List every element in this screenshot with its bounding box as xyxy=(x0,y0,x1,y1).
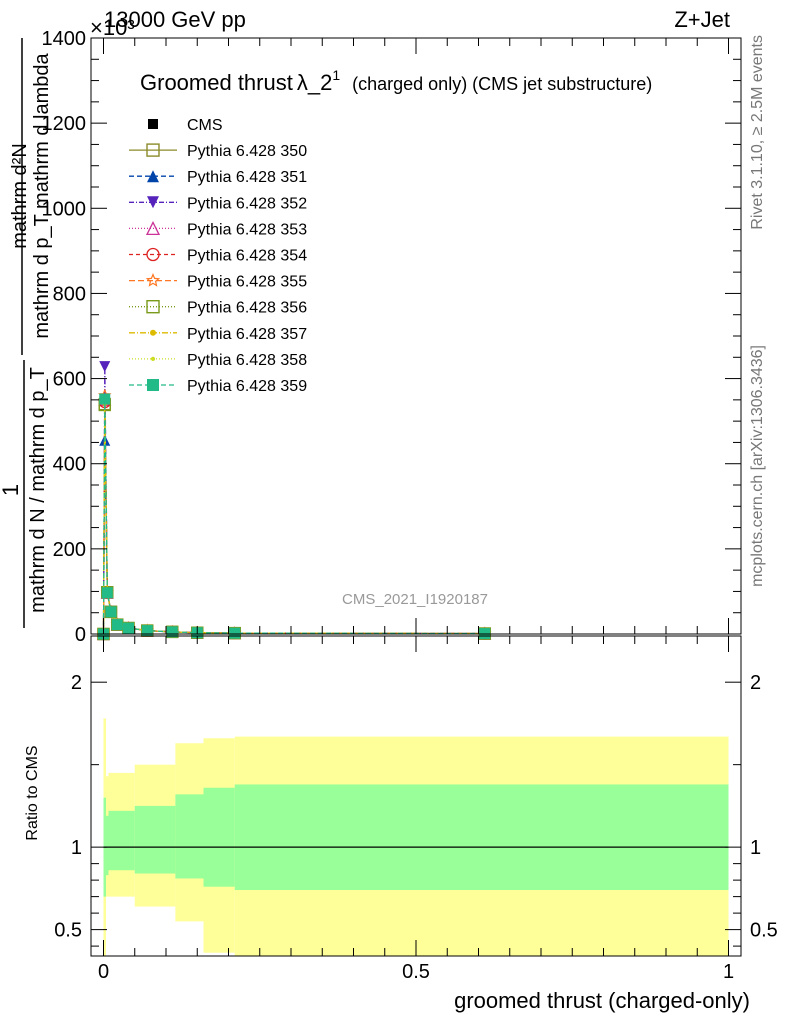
ratio-plot-marks xyxy=(103,718,729,956)
legend-marker xyxy=(147,379,159,391)
ratio-band-inner-bin xyxy=(108,810,135,871)
watermark: CMS_2021_I1920187 xyxy=(342,591,488,608)
ratio-band-inner-bin xyxy=(234,784,729,891)
series-10-point xyxy=(101,587,113,599)
legend-entry-5: Pythia 6.428 354 xyxy=(129,248,307,265)
legend-label: Pythia 6.428 352 xyxy=(187,195,307,212)
ratio-y-tick-label: 1 xyxy=(71,837,82,859)
chart-title-main: Groomed thrust xyxy=(140,70,293,95)
series-10-point xyxy=(229,627,241,639)
y-tick-label: 200 xyxy=(53,539,86,561)
upper-plot-marks xyxy=(96,361,492,641)
legend-label: Pythia 6.428 353 xyxy=(187,221,307,238)
legend-entry-9: Pythia 6.428 358 xyxy=(129,352,307,369)
y-tick-label: 800 xyxy=(53,283,86,305)
legend-label: CMS xyxy=(187,117,223,134)
series-3-point xyxy=(99,361,111,373)
x-tick-label: 0 xyxy=(98,961,109,983)
ylabel-bottom: mathrm d N / mathrm d p_T xyxy=(27,367,49,613)
ratio-band-inner-bin xyxy=(134,805,176,874)
legend-marker xyxy=(150,356,156,361)
ratio-y-tick-label-right: 0.5 xyxy=(750,920,778,942)
legend-label: Pythia 6.428 359 xyxy=(187,378,307,395)
legend-marker xyxy=(148,119,158,129)
ratio-ylabel: Ratio to CMS xyxy=(24,745,41,840)
ratio-y-tick-label-right: 2 xyxy=(750,672,761,694)
ylabel-one: 1 xyxy=(0,484,23,496)
legend-label: Pythia 6.428 351 xyxy=(187,169,307,186)
ratio-band-inner-bin xyxy=(106,815,109,876)
chart-title-rest: (charged only) (CMS jet substructure) xyxy=(352,74,652,94)
rivet-label: Rivet 3.1.10, ≥ 2.5M events xyxy=(749,35,766,230)
y-axis-label: mathrm d²N mathrm d p_T mathrm d lambda … xyxy=(0,38,53,628)
legend-label: Pythia 6.428 357 xyxy=(187,326,307,343)
legend-marker xyxy=(146,300,160,314)
ratio-axes: 0.5 0.5 1 1 2 2 0 0.5 1 xyxy=(54,635,778,983)
legend-entry-7: Pythia 6.428 356 xyxy=(129,300,307,317)
legend-marker xyxy=(145,273,161,287)
legend-entry-8: Pythia 6.428 357 xyxy=(129,326,307,343)
y-tick-label: 600 xyxy=(53,369,86,391)
chart-title: Groomed thrust λ_21 (charged only) (CMS je… xyxy=(140,67,652,95)
series-2 xyxy=(98,434,491,640)
chart-title-lambda: λ_2 xyxy=(297,70,332,95)
legend-marker xyxy=(146,247,160,262)
legend-entry-10: Pythia 6.428 359 xyxy=(129,378,307,395)
legend-label: Pythia 6.428 358 xyxy=(187,352,307,369)
legend-label: Pythia 6.428 356 xyxy=(187,300,307,317)
energy-label: 13000 GeV pp xyxy=(104,7,246,32)
legend-entry-2: Pythia 6.428 351 xyxy=(129,169,307,186)
legend-entry-6: Pythia 6.428 355 xyxy=(129,273,307,291)
ratio-y-tick-label: 0.5 xyxy=(54,920,82,942)
y-tick-label: 1000 xyxy=(42,198,87,220)
legend-marker xyxy=(145,220,161,236)
x-tick-label: 0.5 xyxy=(402,961,430,983)
ratio-band-inner-bin xyxy=(203,787,235,887)
legend-label: Pythia 6.428 355 xyxy=(187,274,307,291)
upper-axes: 0 200 400 600 800 1000 1200 1400 xyxy=(42,28,742,646)
exponent-label: ×10³ xyxy=(90,15,135,40)
legend-entry-0: CMS xyxy=(148,117,223,134)
legend-marker xyxy=(147,196,159,209)
y-tick-label: 400 xyxy=(53,454,86,476)
legend-entry-3: Pythia 6.428 352 xyxy=(129,195,307,212)
legend-marker xyxy=(147,170,159,183)
legend-entry-4: Pythia 6.428 353 xyxy=(129,220,307,238)
mcplots-label: mcplots.cern.ch [arXiv:1306.3436] xyxy=(749,345,766,587)
x-axis-label: groomed thrust (charged-only) xyxy=(454,988,750,1013)
ylabel-top: mathrm d²N xyxy=(9,143,31,249)
y-tick-label: 1200 xyxy=(42,113,87,135)
ratio-band-inner xyxy=(103,784,729,897)
series-10-point xyxy=(111,619,123,631)
process-label: Z+Jet xyxy=(674,7,730,32)
ratio-band-inner-bin xyxy=(175,794,204,879)
y-tick-label: 0 xyxy=(75,624,86,646)
series-10-point xyxy=(105,606,117,618)
series-10-point xyxy=(141,625,153,637)
legend-marker xyxy=(150,329,156,336)
series-10-point xyxy=(166,626,178,638)
ratio-y-tick-label-right: 1 xyxy=(750,837,761,859)
legend-marker xyxy=(146,143,160,157)
legend: CMS Pythia 6.428 350 Pythia 6.428 351 Pythi… xyxy=(129,117,307,395)
legend-entry-1: Pythia 6.428 350 xyxy=(129,143,307,160)
legend-label: Pythia 6.428 354 xyxy=(187,248,307,265)
series-10-point xyxy=(99,393,111,405)
series-10-point xyxy=(123,622,134,634)
ylabel-main: mathrm d p_T mathrm d lambda xyxy=(31,52,53,338)
ratio-y-tick-label: 2 xyxy=(71,672,82,694)
chart-title-sup: 1 xyxy=(332,67,340,83)
series-10 xyxy=(98,393,491,640)
legend-label: Pythia 6.428 350 xyxy=(187,143,307,160)
y-tick-label: 1400 xyxy=(42,28,87,50)
x-tick-label: 1 xyxy=(723,961,734,983)
